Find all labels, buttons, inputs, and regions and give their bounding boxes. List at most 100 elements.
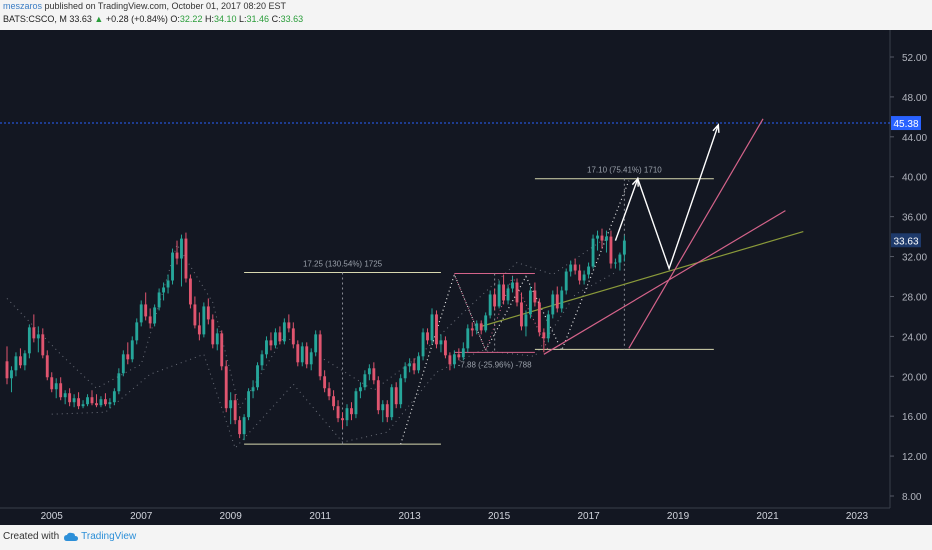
candle-body <box>251 387 255 392</box>
publish-date: published on TradingView.com, October 01… <box>44 1 287 11</box>
candle-body <box>121 354 125 374</box>
tradingview-logo[interactable]: TradingView <box>64 531 136 542</box>
candle-body <box>171 252 174 281</box>
open-label: O: <box>170 14 180 24</box>
dotted-projection <box>400 180 630 445</box>
candle-body <box>256 365 259 388</box>
candle-body <box>457 354 461 358</box>
candle-body <box>81 404 85 407</box>
x-tick-label: 2009 <box>220 511 243 522</box>
target-price-label: 45.38 <box>893 119 918 130</box>
candle-body <box>265 340 268 355</box>
candle-body <box>224 366 228 409</box>
candle-body <box>497 284 501 307</box>
candle-body <box>86 397 89 405</box>
publication-info: meszaros published on TradingView.com, O… <box>3 1 286 11</box>
candle-body <box>381 404 385 411</box>
candle-body <box>184 238 188 279</box>
candle-body <box>54 383 58 390</box>
candle-body <box>618 254 622 263</box>
candle-body <box>412 363 416 371</box>
cloud-icon <box>64 532 79 541</box>
candle-body <box>385 404 389 418</box>
candle-body <box>560 290 564 309</box>
candle-body <box>314 334 318 353</box>
candle-body <box>372 368 376 381</box>
y-tick-label: 40.00 <box>902 173 927 184</box>
candle-body <box>229 400 233 409</box>
measure-label: -7.88 (-25.96%) -788 <box>458 360 532 369</box>
x-tick-label: 2007 <box>130 511 153 522</box>
candle-body <box>350 408 353 415</box>
candle-body <box>533 290 537 303</box>
candle-body <box>18 356 22 366</box>
up-arrow-icon: ▲ <box>94 14 104 24</box>
target-price-badge <box>891 116 921 131</box>
candle-body <box>578 270 582 281</box>
candle-body <box>493 294 497 307</box>
x-tick-label: 2015 <box>488 511 511 522</box>
trendline-pink-2 <box>628 118 764 349</box>
candle-body <box>408 363 412 367</box>
price-labels: 45.38 33.63 <box>891 116 921 248</box>
candle-body <box>502 284 506 301</box>
candle-body <box>390 387 394 418</box>
candle-body <box>318 334 322 377</box>
candle-body <box>126 354 130 360</box>
candle-body <box>479 323 483 331</box>
candle-body <box>506 288 510 301</box>
x-tick-label: 2011 <box>309 511 331 522</box>
candle-body <box>278 332 282 342</box>
candle-body <box>613 262 617 264</box>
x-tick-label: 2013 <box>399 511 422 522</box>
candle-body <box>32 327 36 339</box>
candle-body <box>103 399 107 405</box>
candle-body <box>582 274 586 281</box>
candle-body <box>520 302 523 327</box>
price-change: +0.28 (+0.84%) <box>105 14 168 24</box>
candle-body <box>144 304 148 317</box>
y-tick-label: 24.00 <box>902 332 927 343</box>
candle-body <box>394 387 398 405</box>
candle-body <box>282 322 286 342</box>
candle-body <box>569 264 573 272</box>
candle-body <box>14 356 18 371</box>
candle-body <box>376 380 380 411</box>
y-tick-label: 20.00 <box>902 372 927 383</box>
low-value: 31.46 <box>246 14 270 24</box>
candle-body <box>291 328 295 345</box>
candle-body <box>139 304 143 323</box>
candle-body <box>551 294 555 315</box>
candle-body <box>180 238 183 259</box>
candle-body <box>45 355 49 378</box>
candle-body <box>188 278 192 305</box>
created-with-text: Created with <box>3 531 60 542</box>
y-tick-label: 28.00 <box>902 292 927 303</box>
y-tick-label: 52.00 <box>902 53 927 64</box>
candle-body <box>162 287 166 293</box>
author-link[interactable]: meszaros <box>3 1 43 11</box>
candle-body <box>461 348 465 358</box>
candle-body <box>117 373 121 392</box>
candle-body <box>341 418 344 421</box>
close-value: 33.63 <box>280 14 304 24</box>
candle-body <box>260 354 264 366</box>
candle-body <box>23 353 27 366</box>
candle-body <box>5 361 9 379</box>
candle-body <box>269 340 273 346</box>
candle-body <box>247 391 251 418</box>
x-tick-label: 2019 <box>667 511 690 522</box>
candle-body <box>296 344 300 363</box>
y-tick-label: 16.00 <box>902 412 927 423</box>
candle-body <box>546 314 550 339</box>
candle-body <box>72 398 76 403</box>
price-chart[interactable]: 52.00 48.00 44.00 40.00 36.00 32.00 28.00 24.00… <box>0 30 932 525</box>
candle-body <box>273 332 277 346</box>
x-tick-label: 2005 <box>41 511 64 522</box>
candle-body <box>36 334 40 339</box>
candle-body <box>555 294 559 309</box>
arrow-head-2 <box>712 123 720 133</box>
candle-body <box>130 340 134 360</box>
candle-body <box>202 306 206 335</box>
candle-body <box>564 271 568 291</box>
